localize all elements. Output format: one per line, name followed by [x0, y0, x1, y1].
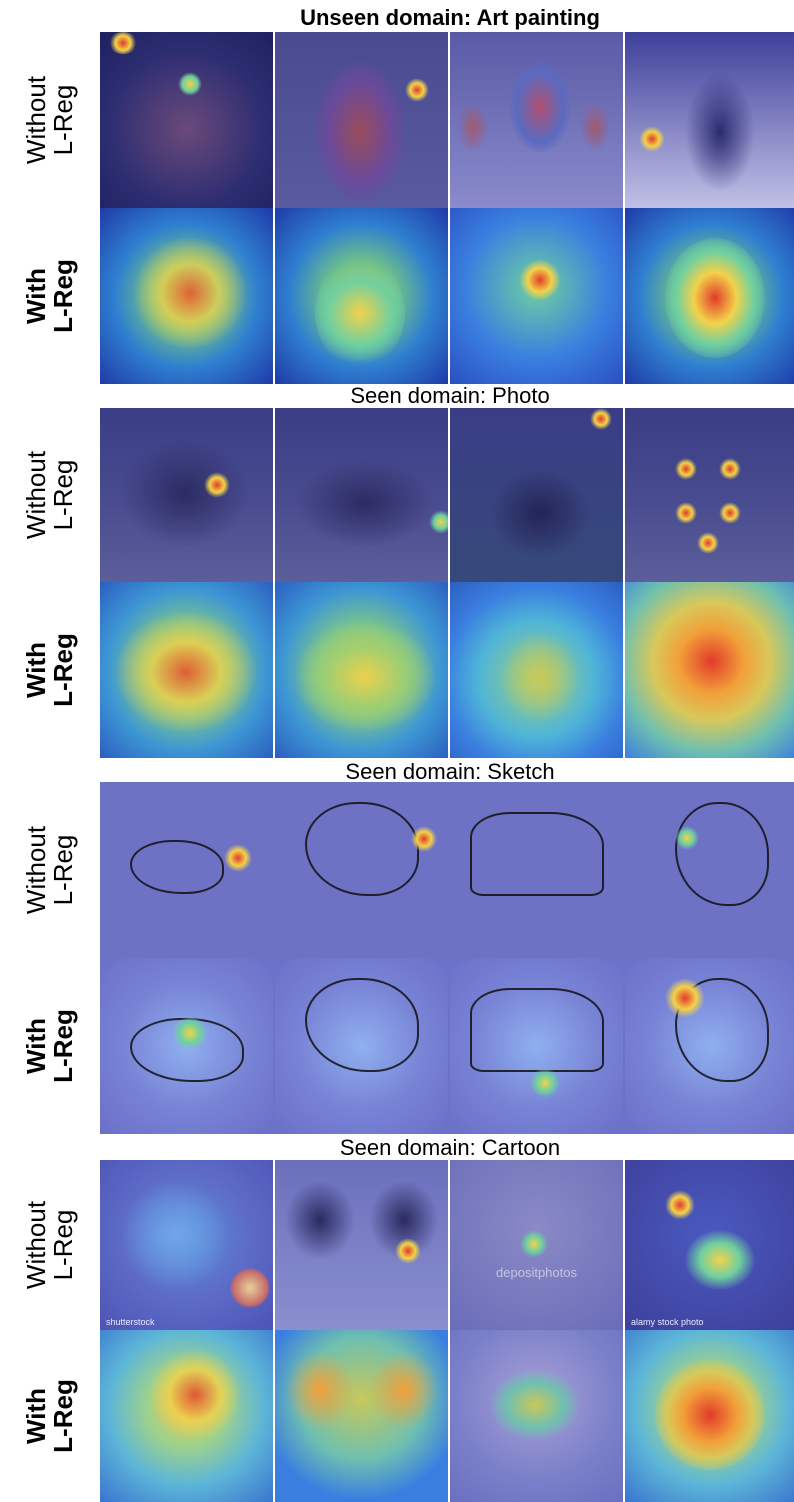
heatmap-image: alamy stock photo	[625, 1160, 794, 1330]
heatmap-image	[100, 782, 273, 958]
heatmap-image	[625, 582, 794, 758]
heatmap-image	[100, 582, 273, 758]
watermark-caption: shutterstock	[106, 1317, 155, 1327]
image-row-cartoon-without: shutterstock depositphotos alamy stock p…	[100, 1160, 794, 1330]
heatmap-image	[450, 782, 623, 958]
heatmap-image: depositphotos	[450, 1160, 623, 1330]
heatmap-image	[450, 958, 623, 1134]
heatmap-image	[450, 32, 623, 208]
row-label-without-lreg: Without L-Reg	[21, 1200, 78, 1290]
section-title-art-painting: Unseen domain: Art painting	[300, 5, 600, 30]
image-row-cartoon-with	[100, 1330, 794, 1502]
image-row-photo-with	[100, 582, 794, 758]
watermark-caption: depositphotos	[496, 1265, 577, 1281]
row-label-without-lreg: Without L-Reg	[21, 450, 78, 540]
heatmap-image: shutterstock	[100, 1160, 273, 1330]
row-label-with-lreg: With L-Reg	[20, 633, 78, 707]
heatmap-image	[100, 32, 273, 208]
heatmap-image	[100, 408, 273, 582]
heatmap-image	[100, 958, 273, 1134]
heatmap-image	[450, 1330, 623, 1502]
image-row-sketch-without	[100, 782, 794, 958]
image-row-sketch-with	[100, 958, 794, 1134]
heatmap-image	[100, 208, 273, 384]
heatmap-image	[450, 408, 623, 582]
image-row-photo-without	[100, 408, 794, 582]
row-label-with-lreg: With L-Reg	[20, 1009, 78, 1083]
heatmap-image	[450, 582, 623, 758]
heatmap-image	[625, 1330, 794, 1502]
section-title-cartoon: Seen domain: Cartoon	[339, 1135, 561, 1160]
heatmap-image	[275, 208, 448, 384]
section-title-sketch: Seen domain: Sketch	[345, 759, 555, 784]
row-label-without-lreg: Without L-Reg	[21, 825, 78, 915]
heatmap-image	[625, 32, 794, 208]
heatmap-image	[275, 1330, 448, 1502]
image-row-art-with	[100, 208, 794, 384]
row-label-with-lreg: With L-Reg	[20, 1379, 78, 1453]
heatmap-image	[625, 958, 794, 1134]
heatmap-image	[625, 782, 794, 958]
heatmap-image	[625, 208, 794, 384]
heatmap-image	[625, 408, 794, 582]
heatmap-image	[275, 1160, 448, 1330]
row-label-with-lreg: With L-Reg	[20, 259, 78, 333]
heatmap-image	[450, 208, 623, 384]
heatmap-image	[275, 32, 448, 208]
image-row-art-without	[100, 32, 794, 208]
heatmap-image	[100, 1330, 273, 1502]
heatmap-image	[275, 408, 448, 582]
heatmap-image	[275, 582, 448, 758]
heatmap-image	[275, 782, 448, 958]
heatmap-image	[275, 958, 448, 1134]
section-title-photo: Seen domain: Photo	[350, 383, 550, 408]
row-label-without-lreg: Without L-Reg	[21, 75, 78, 165]
watermark-caption: alamy stock photo	[631, 1317, 704, 1327]
